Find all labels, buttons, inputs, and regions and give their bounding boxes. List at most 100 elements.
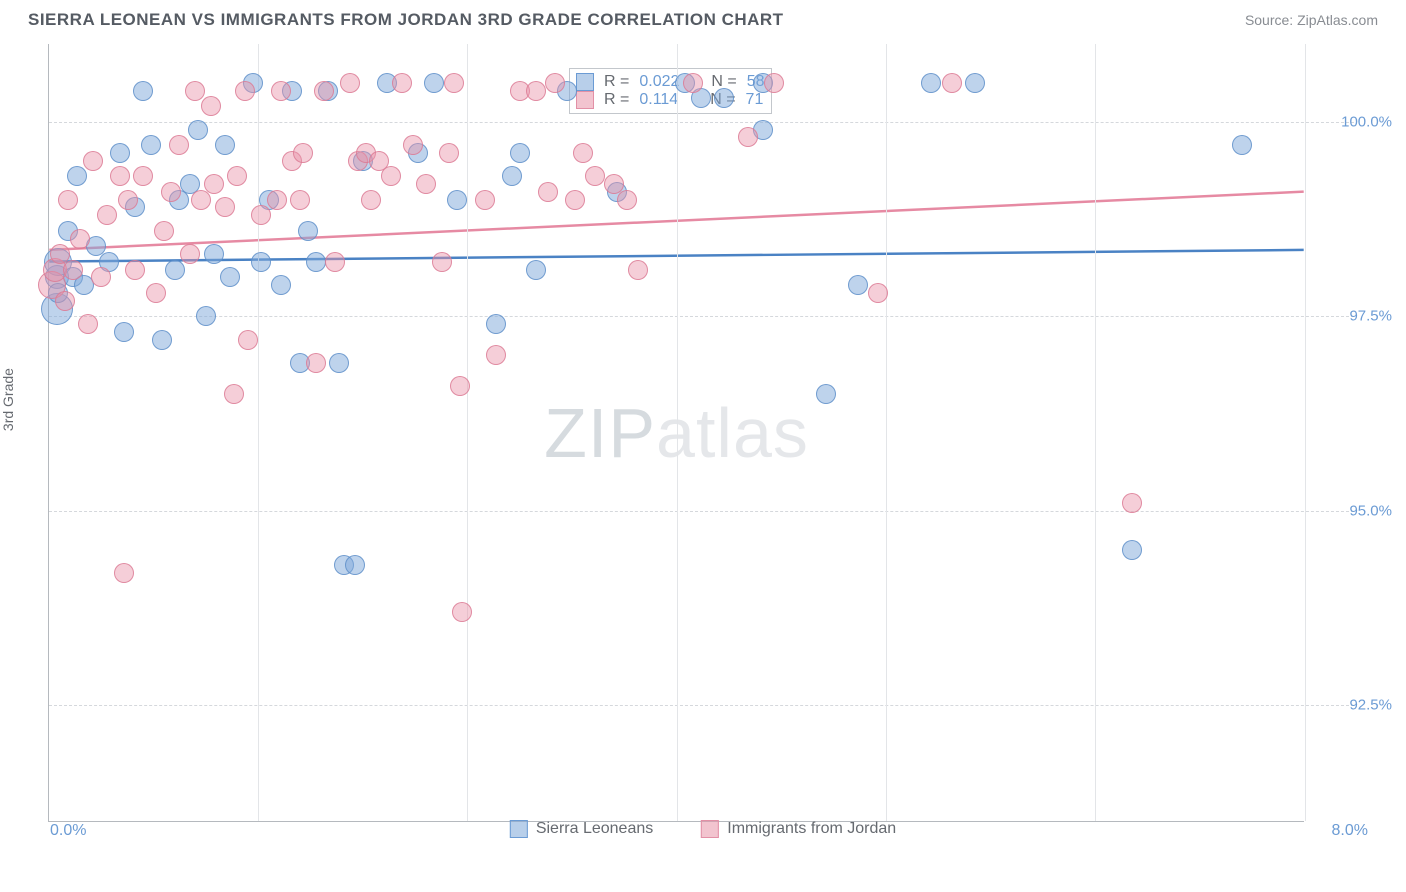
gridline-horizontal: [49, 122, 1354, 123]
scatter-point: [235, 81, 255, 101]
scatter-point: [271, 275, 291, 295]
y-tick-label: 100.0%: [1341, 113, 1392, 130]
stats-r-label: R =: [604, 73, 629, 91]
scatter-point: [764, 73, 784, 93]
scatter-point: [293, 143, 313, 163]
scatter-point: [714, 88, 734, 108]
stats-r-value: 0.114: [639, 91, 678, 109]
scatter-point: [424, 73, 444, 93]
gridline-horizontal: [49, 511, 1354, 512]
scatter-point: [306, 252, 326, 272]
x-axis-max-label: 8.0%: [1332, 822, 1368, 840]
scatter-point: [215, 197, 235, 217]
scatter-point: [110, 143, 130, 163]
scatter-point: [942, 73, 962, 93]
scatter-point: [1122, 493, 1142, 513]
scatter-point: [238, 330, 258, 350]
scatter-point: [146, 283, 166, 303]
scatter-point: [251, 205, 271, 225]
scatter-point: [565, 190, 585, 210]
scatter-point: [392, 73, 412, 93]
scatter-point: [224, 384, 244, 404]
scatter-point: [196, 306, 216, 326]
scatter-point: [439, 143, 459, 163]
scatter-point: [1232, 135, 1252, 155]
scatter-point: [114, 563, 134, 583]
plot-area: ZIPatlas R =0.022N =58R =0.114N =71: [48, 44, 1304, 822]
y-axis-label: 3rd Grade: [0, 368, 16, 431]
scatter-point: [329, 353, 349, 373]
scatter-point: [201, 96, 221, 116]
scatter-point: [204, 244, 224, 264]
legend-label: Sierra Leoneans: [536, 820, 653, 838]
scatter-point: [220, 267, 240, 287]
scatter-point: [381, 166, 401, 186]
stats-n-value: 71: [746, 91, 764, 109]
legend-swatch-icon: [510, 820, 528, 838]
scatter-point: [848, 275, 868, 295]
scatter-point: [78, 314, 98, 334]
scatter-point: [683, 73, 703, 93]
scatter-point: [118, 190, 138, 210]
legend-item: Sierra Leoneans: [510, 820, 653, 838]
watermark-part2: atlas: [656, 394, 809, 472]
gridline-horizontal: [49, 705, 1354, 706]
scatter-point: [290, 190, 310, 210]
scatter-point: [444, 73, 464, 93]
scatter-point: [204, 174, 224, 194]
scatter-point: [340, 73, 360, 93]
correlation-stats-box: R =0.022N =58R =0.114N =71: [569, 68, 772, 114]
stats-row: R =0.022N =58: [576, 73, 765, 91]
scatter-point: [816, 384, 836, 404]
scatter-point: [416, 174, 436, 194]
chart-source: Source: ZipAtlas.com: [1245, 12, 1378, 28]
scatter-point: [475, 190, 495, 210]
scatter-point: [486, 345, 506, 365]
stats-row: R =0.114N =71: [576, 91, 765, 109]
scatter-point: [432, 252, 452, 272]
scatter-point: [58, 190, 78, 210]
chart-header: SIERRA LEONEAN VS IMMIGRANTS FROM JORDAN…: [0, 0, 1406, 38]
scatter-point: [110, 166, 130, 186]
scatter-point: [298, 221, 318, 241]
scatter-point: [152, 330, 172, 350]
chart-title: SIERRA LEONEAN VS IMMIGRANTS FROM JORDAN…: [28, 10, 784, 30]
stats-swatch-icon: [576, 91, 594, 109]
scatter-point: [628, 260, 648, 280]
scatter-point: [538, 182, 558, 202]
scatter-point: [63, 260, 83, 280]
scatter-point: [585, 166, 605, 186]
gridline-horizontal: [49, 316, 1354, 317]
scatter-point: [154, 221, 174, 241]
scatter-point: [125, 260, 145, 280]
y-tick-label: 97.5%: [1349, 308, 1392, 325]
scatter-point: [447, 190, 467, 210]
scatter-point: [345, 555, 365, 575]
scatter-point: [114, 322, 134, 342]
scatter-point: [502, 166, 522, 186]
scatter-point: [573, 143, 593, 163]
stats-r-value: 0.022: [639, 73, 679, 91]
scatter-point: [510, 143, 530, 163]
scatter-point: [267, 190, 287, 210]
scatter-point: [921, 73, 941, 93]
scatter-point: [67, 166, 87, 186]
scatter-point: [169, 135, 189, 155]
gridline-vertical: [886, 44, 887, 821]
scatter-point: [185, 81, 205, 101]
gridline-vertical: [1305, 44, 1306, 821]
scatter-point: [180, 244, 200, 264]
scatter-point: [215, 135, 235, 155]
scatter-point: [70, 229, 90, 249]
scatter-point: [361, 190, 381, 210]
scatter-point: [526, 81, 546, 101]
scatter-point: [450, 376, 470, 396]
stats-r-label: R =: [604, 91, 629, 109]
scatter-point: [403, 135, 423, 155]
scatter-point: [965, 73, 985, 93]
scatter-point: [486, 314, 506, 334]
scatter-point: [227, 166, 247, 186]
scatter-point: [55, 291, 75, 311]
legend-item: Immigrants from Jordan: [701, 820, 896, 838]
scatter-point: [271, 81, 291, 101]
